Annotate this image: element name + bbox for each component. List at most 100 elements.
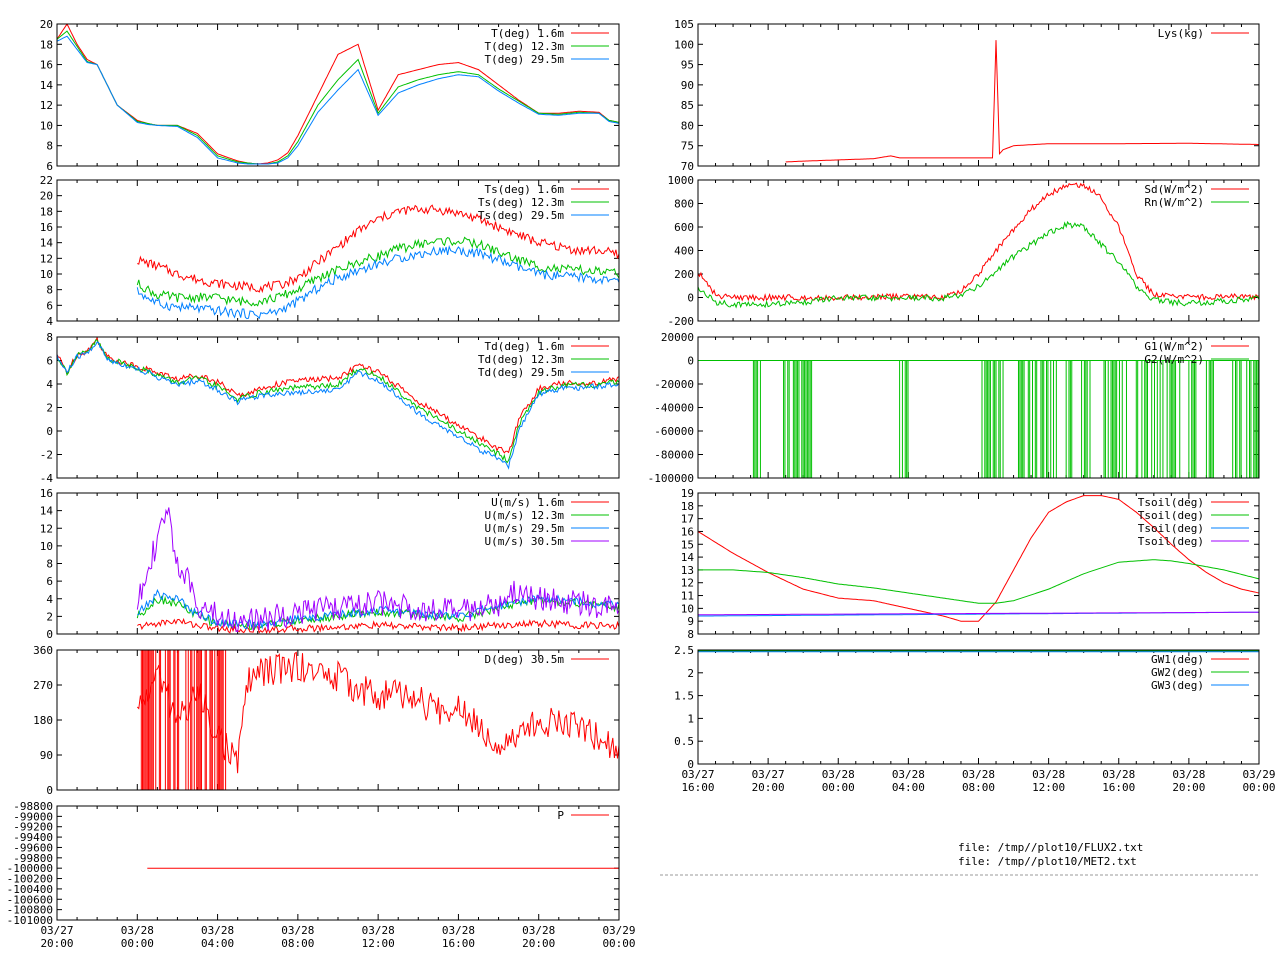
y-tick-label: 100 bbox=[674, 38, 694, 51]
plot-lysimeter: 70 75 80 85 90 95 100 105 Lys(kg) bbox=[674, 18, 1260, 173]
y-tick-label: -60000 bbox=[654, 425, 694, 438]
legend-label: U(m/s) 30.5m bbox=[485, 535, 565, 548]
y-tick-label: 16 bbox=[40, 221, 53, 234]
x-tick-label-time: 20:00 bbox=[752, 781, 785, 794]
legend-label: Ts(deg) 12.3m bbox=[478, 196, 564, 209]
y-tick-label: 14 bbox=[40, 505, 54, 518]
legend-label: U(m/s) 12.3m bbox=[485, 509, 565, 522]
y-tick-label: 0 bbox=[46, 425, 53, 438]
x-tick-label-time: 16:00 bbox=[1102, 781, 1135, 794]
y-tick-label: 600 bbox=[674, 221, 694, 234]
y-tick-label: 20 bbox=[40, 18, 53, 31]
x-tick-label-date: 03/28 bbox=[1102, 768, 1135, 781]
y-tick-label: 22 bbox=[40, 174, 53, 187]
series-line bbox=[698, 182, 1259, 302]
y-tick-label: -80000 bbox=[654, 449, 694, 462]
legend-label: Ts(deg) 1.6m bbox=[485, 183, 565, 196]
legend-label: Ts(deg) 29.5m bbox=[478, 209, 564, 222]
series-line bbox=[137, 204, 619, 294]
legend-label: Rn(W/m^2) bbox=[1144, 196, 1204, 209]
x-tick-label-time: 04:00 bbox=[201, 937, 234, 950]
series-line bbox=[698, 220, 1259, 309]
x-tick-label-time: 08:00 bbox=[281, 937, 314, 950]
series-line bbox=[136, 507, 619, 633]
series-group bbox=[698, 495, 1259, 622]
legend-label: G1(W/m^2) bbox=[1144, 340, 1204, 353]
series-line bbox=[57, 341, 619, 470]
x-tick-label-time: 00:00 bbox=[121, 937, 154, 950]
y-tick-label: 105 bbox=[674, 18, 694, 31]
x-tick-label-date: 03/28 bbox=[121, 924, 154, 937]
plot-radiation: -200 0 200 400 600 800 1000 Sd(W/m^2)Rn(W/m^2) bbox=[668, 174, 1260, 328]
x-tick-label-time: 20:00 bbox=[522, 937, 555, 950]
y-tick-label: 90 bbox=[681, 79, 694, 92]
legend-label: Tsoil(deg) bbox=[1138, 496, 1204, 509]
plot-frame bbox=[697, 649, 1260, 765]
y-tick-label: 19 bbox=[681, 487, 694, 500]
y-tick-label: 12 bbox=[40, 252, 53, 265]
y-tick-label: 10 bbox=[40, 540, 53, 553]
series-group bbox=[136, 204, 619, 320]
legend-label: U(m/s) 1.6m bbox=[491, 496, 564, 509]
y-tick-label: 200 bbox=[674, 268, 694, 281]
series-group bbox=[785, 40, 1259, 163]
plot-frame bbox=[697, 23, 1260, 167]
y-tick-label: 400 bbox=[674, 245, 694, 258]
y-tick-label: 12 bbox=[40, 522, 53, 535]
x-tick-label-time: 12:00 bbox=[362, 937, 395, 950]
y-tick-label: -101000 bbox=[7, 914, 53, 927]
x-tick-label-date: 03/28 bbox=[442, 924, 475, 937]
plot-frame bbox=[56, 492, 620, 635]
legend-label: GW1(deg) bbox=[1151, 653, 1204, 666]
plot-frame bbox=[697, 179, 1260, 322]
y-tick-label: -100400 bbox=[7, 883, 53, 896]
y-tick-label: 20000 bbox=[661, 331, 694, 344]
y-tick-label: 6 bbox=[46, 355, 53, 368]
y-tick-label: 8 bbox=[46, 558, 53, 571]
series-group bbox=[136, 650, 619, 790]
y-tick-label: -99200 bbox=[13, 821, 53, 834]
x-tick-label-time: 12:00 bbox=[1032, 781, 1065, 794]
y-tick-label: 9 bbox=[687, 615, 694, 628]
x-tick-label-date: 03/28 bbox=[962, 768, 995, 781]
y-tick-label: 18 bbox=[40, 205, 53, 218]
legend-label: T(deg) 1.6m bbox=[491, 27, 564, 40]
y-tick-label: 800 bbox=[674, 198, 694, 211]
plot-frame bbox=[697, 336, 1260, 479]
x-tick-label-date: 03/28 bbox=[1032, 768, 1065, 781]
y-tick-label: 14 bbox=[681, 551, 695, 564]
legend-label: Td(deg) 29.5m bbox=[478, 366, 564, 379]
y-tick-label: 85 bbox=[681, 99, 694, 112]
y-tick-label: 4 bbox=[46, 378, 53, 391]
x-tick-label-time: 00:00 bbox=[1242, 781, 1275, 794]
x-tick-label-date: 03/28 bbox=[362, 924, 395, 937]
series-group bbox=[698, 650, 1259, 653]
y-tick-label: -100600 bbox=[7, 893, 53, 906]
x-tick-label-date: 03/27 bbox=[40, 924, 73, 937]
y-tick-label: 8 bbox=[687, 628, 694, 641]
series-line bbox=[698, 611, 1259, 616]
plot-soil-temperature: 8910111213141516171819Tsoil(deg)Tsoil(de… bbox=[681, 487, 1260, 641]
y-tick-label: 180 bbox=[33, 714, 53, 727]
x-tick-label-date: 03/28 bbox=[201, 924, 234, 937]
legend-label: U(m/s) 29.5m bbox=[485, 522, 565, 535]
plot-pressure: -101000-100800-100600-100400-100200-1000… bbox=[7, 800, 636, 950]
plot-gw-temperature: 00.511.522.503/2716:0003/2720:0003/2800:… bbox=[674, 644, 1275, 794]
y-tick-label: -100000 bbox=[648, 472, 694, 485]
y-tick-label: 15 bbox=[681, 538, 694, 551]
y-tick-label: 360 bbox=[33, 644, 53, 657]
legend-label: T(deg) 12.3m bbox=[485, 40, 565, 53]
series-group bbox=[57, 337, 619, 470]
x-tick-label-time: 04:00 bbox=[892, 781, 925, 794]
y-tick-label: 270 bbox=[33, 679, 53, 692]
y-tick-label: 2 bbox=[46, 610, 53, 623]
y-tick-label: -99400 bbox=[13, 831, 53, 844]
y-tick-label: -99600 bbox=[13, 841, 53, 854]
footer-file-line-2: file: /tmp//plot10/MET2.txt bbox=[958, 855, 1137, 868]
legend-label: GW3(deg) bbox=[1151, 679, 1204, 692]
y-tick-label: -100800 bbox=[7, 904, 53, 917]
y-tick-label: 0 bbox=[46, 628, 53, 641]
y-tick-label: 11 bbox=[681, 590, 694, 603]
series-line bbox=[137, 588, 619, 630]
